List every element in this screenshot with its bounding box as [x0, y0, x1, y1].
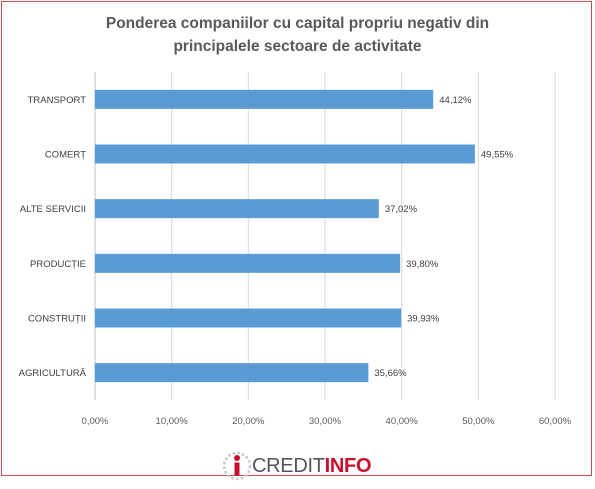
bar	[95, 253, 401, 273]
x-tick-label: 0,00%	[82, 416, 109, 427]
category-label: COMERȚ	[45, 150, 86, 161]
category-label: PRODUCȚIE	[30, 259, 86, 270]
chart-title-line-2: principalele sectoare de activitate	[173, 38, 422, 55]
chart-frame	[1, 1, 592, 476]
x-tick-label: 50,00%	[462, 416, 495, 427]
category-label: ALTE SERVICII	[20, 204, 86, 215]
data-label: 49,55%	[481, 150, 514, 161]
data-label: 39,80%	[406, 259, 439, 270]
bar	[95, 144, 475, 164]
x-tick-label: 60,00%	[539, 416, 572, 427]
x-tick-label: 20,00%	[232, 416, 265, 427]
logo-text-info: INFO	[324, 454, 372, 477]
x-tick-label: 30,00%	[309, 416, 342, 427]
category-label: AGRICULTURĂ	[19, 368, 87, 379]
bar	[95, 363, 369, 383]
data-label: 39,93%	[407, 314, 440, 325]
data-label: 37,02%	[385, 204, 418, 215]
bar	[95, 308, 402, 328]
category-label: CONSTRUȚII	[28, 314, 86, 325]
bar	[95, 199, 379, 219]
creditinfo-logo: CREDITINFO	[222, 449, 372, 483]
x-tick-label: 10,00%	[156, 416, 189, 427]
chart-title-line-1: Ponderea companiilor cu capital propriu …	[105, 15, 490, 32]
creditinfo-logo-text: CREDITINFO	[252, 454, 372, 478]
data-label: 44,12%	[439, 95, 472, 106]
creditinfo-logo-icon	[222, 451, 252, 481]
category-label: TRANSPORT	[28, 95, 87, 106]
x-tick-label: 40,00%	[386, 416, 419, 427]
chart-title: Ponderea companiilor cu capital propriu …	[0, 12, 595, 58]
logo-text-credit: CREDIT	[252, 454, 325, 477]
bar	[95, 89, 434, 109]
data-label: 35,66%	[374, 368, 407, 379]
